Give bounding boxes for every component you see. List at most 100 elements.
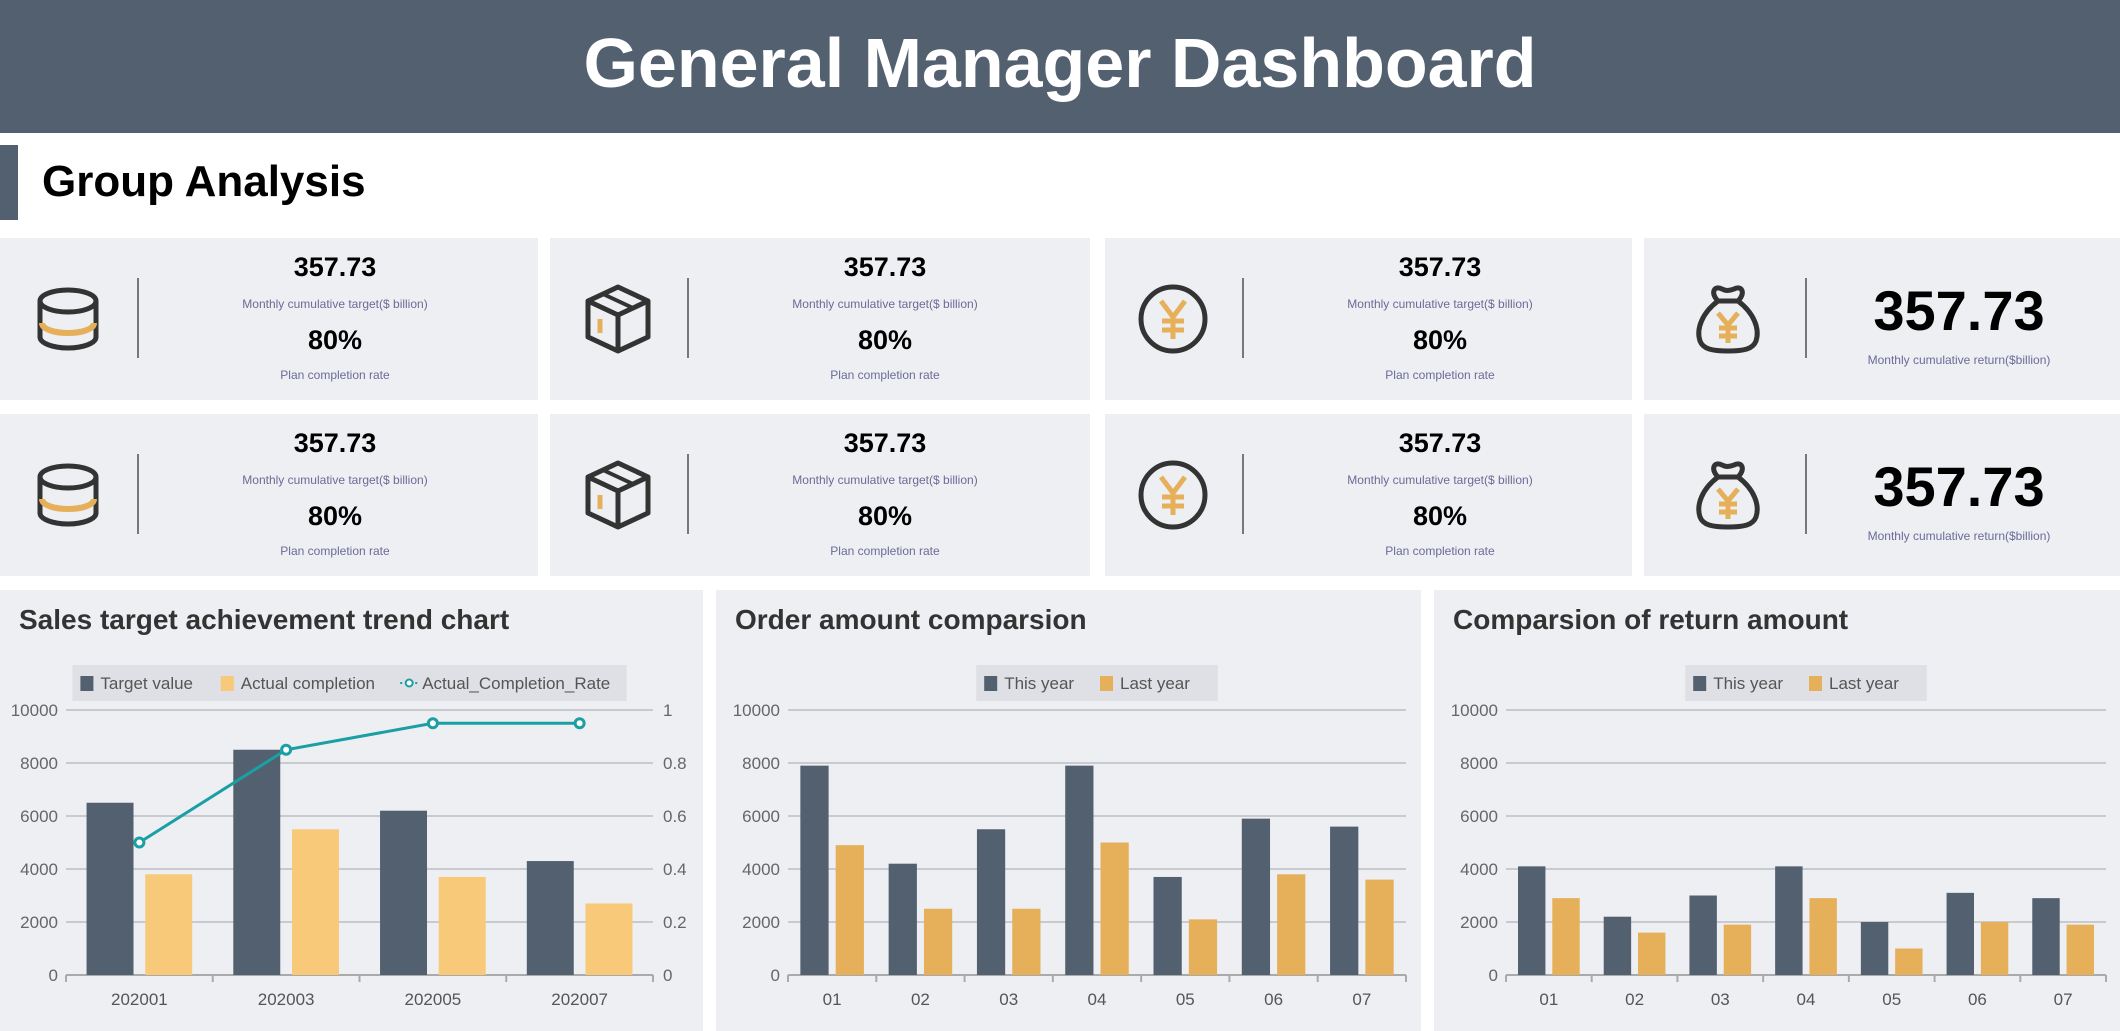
y-tick-label: 0 — [771, 966, 780, 985]
bar-last-year — [1552, 898, 1580, 975]
kpi-card: 357.73 Monthly cumulative target($ billi… — [550, 238, 1090, 400]
bar-actual-completion — [438, 876, 486, 975]
bar-last-year — [1188, 919, 1218, 975]
y-tick-label: 10000 — [733, 701, 780, 720]
bar-this-year — [1065, 765, 1094, 975]
bar-last-year — [1638, 932, 1666, 975]
bar-this-year — [1860, 922, 1889, 975]
bar-actual-completion — [145, 874, 193, 975]
chart-panel: Comparsion of return amount 0 2000 4000 6000… — [1434, 590, 2120, 1031]
target-value: 357.73 — [293, 252, 377, 282]
y-tick-label: 4000 — [742, 860, 780, 879]
completion-rate: 80% — [1412, 325, 1468, 355]
x-tick-label: 02 — [911, 990, 930, 1009]
y2-tick-label: 0.2 — [663, 913, 687, 932]
target-label: Monthly cumulative target($ billion) — [1347, 297, 1533, 311]
target-label: Monthly cumulative target($ billion) — [242, 297, 428, 311]
bar-this-year — [800, 765, 829, 975]
x-tick-label: 05 — [1176, 990, 1195, 1009]
x-tick-label: 05 — [1882, 990, 1901, 1009]
bar-target-value — [233, 749, 281, 975]
bar-this-year — [1689, 895, 1717, 975]
legend-label: This year — [1713, 674, 1783, 693]
package-icon — [585, 284, 651, 354]
divider — [687, 454, 689, 534]
x-tick-label: 04 — [1797, 990, 1816, 1009]
divider — [1805, 278, 1807, 358]
chart-title: Sales target achievement trend chart — [19, 604, 510, 635]
y-tick-label: 6000 — [1460, 807, 1498, 826]
bar-this-year — [1518, 866, 1546, 975]
legend — [1685, 665, 1927, 701]
y2-tick-label: 1 — [663, 701, 672, 720]
kpi-card: 357.73 Monthly cumulative target($ billi… — [0, 238, 538, 400]
bar-last-year — [1100, 842, 1129, 975]
y-tick-label: 0 — [49, 966, 58, 985]
divider — [1805, 454, 1807, 534]
page-title: General Manager Dashboard — [583, 24, 1537, 102]
target-label: Monthly cumulative target($ billion) — [1347, 473, 1533, 487]
legend — [976, 665, 1218, 701]
bar-this-year — [1153, 876, 1182, 975]
bar-this-year — [1241, 818, 1271, 975]
completion-rate-label: Plan completion rate — [830, 544, 940, 558]
target-label: Monthly cumulative target($ billion) — [242, 473, 428, 487]
legend-swatch — [1809, 676, 1822, 691]
bar-this-year — [1603, 916, 1632, 975]
legend — [72, 665, 627, 701]
bar-this-year — [2032, 898, 2060, 975]
bar-last-year — [1809, 898, 1837, 975]
completion-rate: 80% — [307, 501, 363, 531]
x-tick-label: 01 — [1539, 990, 1558, 1009]
y-tick-label: 4000 — [1460, 860, 1498, 879]
rate-line — [138, 721, 580, 844]
chart-svg: 0 2000 4000 6000 8000 10000 01 02 03 04 05 06 07 This… — [733, 665, 1407, 1009]
y-tick-label: 2000 — [742, 913, 780, 932]
legend-label: Actual completion — [241, 674, 375, 693]
legend-label: Target value — [100, 674, 193, 693]
chart-panel: Order amount comparsion 0 2000 4000 6000 8000… — [716, 590, 1421, 1031]
y-tick-label: 10000 — [11, 701, 58, 720]
x-tick-label: 04 — [1088, 990, 1107, 1009]
divider — [1242, 278, 1244, 358]
chart-svg: 0 2000 4000 6000 8000 10000 0 0.2 0.4 0.6 0.8 1 2020… — [11, 665, 687, 1009]
x-tick-label: 202003 — [258, 990, 315, 1009]
kpi-card: 357.73 Monthly cumulative target($ billi… — [0, 414, 538, 576]
bar-target-value — [86, 802, 134, 975]
legend-swatch — [1100, 676, 1113, 691]
kpi-card-return: 357.73 Monthly cumulative return($billio… — [1644, 414, 2120, 576]
bar-this-year — [1775, 866, 1803, 975]
completion-rate-label: Plan completion rate — [1385, 368, 1495, 382]
y-tick-label: 0 — [1489, 966, 1498, 985]
legend-label: This year — [1004, 674, 1074, 693]
rate-point — [280, 743, 293, 756]
chart-title: Comparsion of return amount — [1453, 604, 1849, 635]
y-tick-label: 8000 — [1460, 754, 1498, 773]
completion-rate-label: Plan completion rate — [280, 544, 390, 558]
section-accent-bar — [0, 145, 18, 220]
bar-last-year — [2066, 924, 2094, 975]
legend-marker — [404, 678, 414, 688]
target-label: Monthly cumulative target($ billion) — [792, 473, 978, 487]
x-tick-label: 03 — [1711, 990, 1730, 1009]
money-bag-icon — [1696, 285, 1760, 354]
y-tick-label: 6000 — [742, 807, 780, 826]
return-label: Monthly cumulative return($billion) — [1867, 353, 2051, 367]
chart-title: Order amount comparsion — [735, 604, 1087, 635]
legend-swatch — [220, 676, 234, 691]
y-tick-label: 8000 — [20, 754, 58, 773]
completion-rate: 80% — [1412, 501, 1468, 531]
y-tick-label: 6000 — [20, 807, 58, 826]
return-value: 357.73 — [1873, 279, 2045, 342]
return-label: Monthly cumulative return($billion) — [1867, 529, 2051, 543]
legend-swatch — [80, 676, 94, 691]
x-tick-label: 07 — [1352, 990, 1371, 1009]
target-label: Monthly cumulative target($ billion) — [792, 297, 978, 311]
completion-rate: 80% — [307, 325, 363, 355]
x-tick-label: 202001 — [111, 990, 168, 1009]
completion-rate: 80% — [857, 501, 913, 531]
y2-tick-label: 0.4 — [663, 860, 687, 879]
target-value: 357.73 — [1398, 252, 1482, 282]
yen-coin-icon — [1138, 284, 1208, 354]
database-icon — [37, 463, 99, 527]
